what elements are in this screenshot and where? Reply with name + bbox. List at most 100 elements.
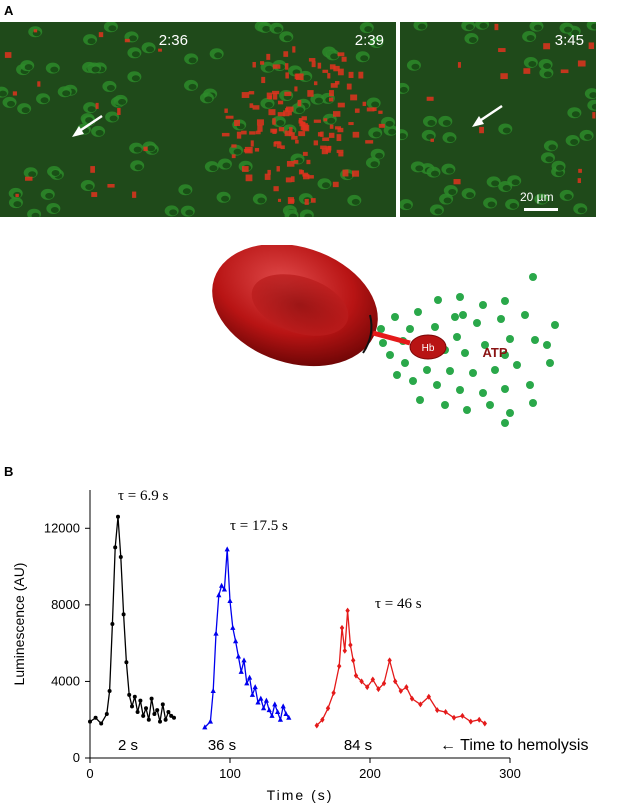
y-tick-label: 12000 xyxy=(44,520,80,535)
data-point xyxy=(435,707,440,714)
data-point xyxy=(339,624,345,631)
data-point xyxy=(345,607,350,614)
micrograph-frame-3: 3:45 20 µm xyxy=(400,22,596,217)
frame-timestamp: 2:39 xyxy=(354,32,384,49)
data-point xyxy=(210,688,216,693)
y-axis-label: Luminescence (AU) xyxy=(11,563,27,686)
cell-field-image xyxy=(200,22,396,217)
data-point xyxy=(166,710,171,715)
data-point xyxy=(235,653,241,659)
series-line xyxy=(204,549,290,728)
data-point xyxy=(353,672,359,679)
data-point xyxy=(337,663,342,670)
data-point xyxy=(460,712,465,719)
data-point xyxy=(418,701,423,708)
data-point xyxy=(227,598,233,604)
data-point xyxy=(213,630,219,636)
x-axis-label: Time (s) xyxy=(267,787,334,803)
data-point xyxy=(272,701,278,707)
data-point xyxy=(124,660,129,665)
data-point xyxy=(110,622,115,626)
data-point xyxy=(233,638,239,644)
data-point xyxy=(152,711,157,716)
data-point xyxy=(104,711,109,716)
atp-label: ATP xyxy=(482,345,507,360)
data-point xyxy=(99,721,104,726)
data-point xyxy=(286,714,292,720)
data-point xyxy=(261,705,267,711)
scalebar-label: 20 µm xyxy=(520,190,554,204)
x-tick-label: 200 xyxy=(359,766,381,781)
data-point xyxy=(404,684,409,691)
data-point xyxy=(238,668,244,674)
data-point xyxy=(269,712,275,718)
data-point xyxy=(255,699,261,705)
data-point xyxy=(146,717,151,722)
data-point xyxy=(132,694,137,699)
data-point xyxy=(387,657,392,664)
hb-label: Hb xyxy=(422,343,435,354)
data-point xyxy=(280,703,286,709)
data-point xyxy=(314,722,319,729)
micrograph-frame-1: 2:36 xyxy=(0,22,200,217)
data-point xyxy=(263,697,269,703)
data-point xyxy=(155,708,160,713)
data-point xyxy=(325,705,331,712)
data-point xyxy=(409,695,415,702)
data-point xyxy=(252,684,258,690)
data-point xyxy=(202,724,208,730)
data-point xyxy=(376,686,381,693)
tau-label: τ = 46 s xyxy=(375,596,422,612)
frame-timestamp: 3:45 xyxy=(554,32,584,49)
data-point xyxy=(451,714,457,721)
hemolysis-time-label: 36 s xyxy=(208,737,236,754)
data-point xyxy=(160,702,165,707)
data-point xyxy=(116,514,120,519)
data-point xyxy=(224,546,230,552)
data-point xyxy=(107,689,112,693)
tau-label: τ = 17.5 s xyxy=(230,518,288,534)
data-point xyxy=(130,704,134,709)
data-point xyxy=(93,715,98,720)
atp-dots xyxy=(377,273,559,427)
red-blood-cell-icon xyxy=(212,245,378,367)
time-to-hemolysis-label: ← Time to hemolysis xyxy=(440,737,588,754)
data-point xyxy=(258,695,264,701)
scalebar xyxy=(524,208,558,211)
data-point xyxy=(381,680,387,687)
data-point xyxy=(283,710,289,716)
data-point xyxy=(118,555,123,559)
tau-label: τ = 6.9 s xyxy=(118,488,168,504)
data-point xyxy=(398,688,403,694)
x-tick-label: 100 xyxy=(219,766,241,781)
data-point xyxy=(138,698,143,703)
data-point xyxy=(342,647,347,654)
data-point xyxy=(135,710,140,715)
data-point xyxy=(370,676,375,683)
data-point xyxy=(141,713,146,718)
cell-field-image xyxy=(0,22,199,217)
data-point xyxy=(331,689,336,696)
data-point xyxy=(216,592,222,598)
arrow-icon xyxy=(72,114,103,137)
data-point xyxy=(320,716,325,723)
data-point xyxy=(221,586,227,592)
hb-molecule-icon xyxy=(409,334,447,360)
data-point xyxy=(393,678,398,685)
data-point xyxy=(113,545,118,550)
series-line xyxy=(89,516,175,725)
data-point xyxy=(468,718,473,725)
y-tick-label: 8000 xyxy=(51,597,80,612)
release-arrow xyxy=(372,330,411,346)
data-point xyxy=(351,657,356,664)
frame-timestamp: 2:36 xyxy=(158,32,188,49)
data-point xyxy=(127,692,132,697)
data-point xyxy=(241,657,247,663)
data-point xyxy=(163,717,168,722)
data-point xyxy=(365,684,370,691)
hemolysis-time-label: 84 s xyxy=(344,737,372,754)
data-point xyxy=(230,624,236,630)
data-point xyxy=(477,716,482,723)
data-point xyxy=(144,706,148,711)
y-tick-label: 4000 xyxy=(51,673,80,688)
